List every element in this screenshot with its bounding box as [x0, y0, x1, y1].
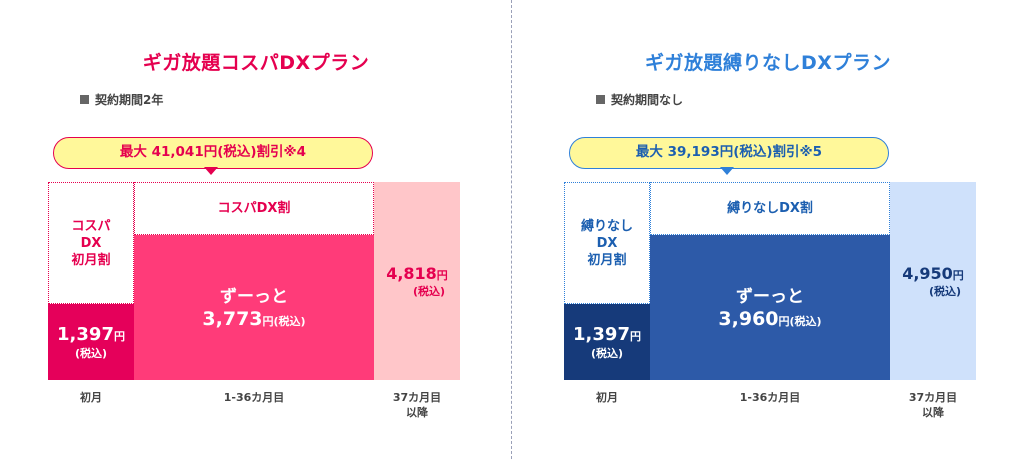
- month-label-37: 37カ月目 以降: [908, 391, 958, 419]
- first-month-discount-label: コスパ DX 初月割: [48, 182, 134, 304]
- main-price: 3,960: [718, 307, 779, 330]
- bubble-tail-icon: [720, 167, 734, 175]
- plan-title: ギガ放題コスパDXプラン: [142, 52, 370, 74]
- square-bullet-icon: [80, 95, 89, 104]
- plan-divider: [511, 0, 512, 459]
- max-discount-bubble: 最大 41,041円(税込)割引※4: [53, 137, 373, 169]
- month-label-first: 初月: [596, 391, 618, 404]
- month-label-first: 初月: [80, 391, 102, 404]
- plan-title: ギガ放題縛りなしDXプラン: [645, 52, 891, 74]
- contract-period-text: 契約期間2年: [95, 93, 164, 107]
- month-label-1-36: 1-36カ月目: [223, 391, 285, 404]
- main-price-block: ずーっと 3,960円(税込): [650, 235, 890, 380]
- contract-period: 契約期間2年: [80, 91, 163, 108]
- first-month-price: 1,397: [573, 323, 630, 345]
- after-37-price-block: 4,818円 (税込): [374, 182, 460, 380]
- first-month-price: 1,397: [57, 323, 114, 345]
- square-bullet-icon: [596, 95, 605, 104]
- month-label-37: 37カ月目 以降: [392, 391, 442, 419]
- after-price: 4,818: [386, 263, 437, 283]
- first-month-price-block: 1,397円 (税込): [48, 304, 134, 380]
- bubble-tail-icon: [204, 167, 218, 175]
- after-price: 4,950: [902, 263, 953, 283]
- main-price: 3,773: [202, 307, 263, 330]
- contract-period: 契約期間なし: [596, 91, 683, 108]
- main-price-block: ずーっと 3,773円(税込): [134, 235, 374, 380]
- plan-shibarinashi-dx: ギガ放題縛りなしDXプラン 契約期間なし 最大 39,193円(税込)割引※5 …: [512, 0, 1024, 459]
- first-month-discount-label: 縛りなし DX 初月割: [564, 182, 650, 304]
- contract-period-text: 契約期間なし: [611, 93, 684, 107]
- month-label-1-36: 1-36カ月目: [739, 391, 801, 404]
- after-37-price-block: 4,950円 (税込): [890, 182, 976, 380]
- discount-label: 縛りなしDX割: [650, 182, 890, 235]
- plan-cospa-dx: ギガ放題コスパDXプラン 契約期間2年 最大 41,041円(税込)割引※4 コ…: [48, 52, 460, 419]
- discount-label: コスパDX割: [134, 182, 374, 235]
- first-month-price-block: 1,397円 (税込): [564, 304, 650, 380]
- max-discount-bubble: 最大 39,193円(税込)割引※5: [569, 137, 889, 169]
